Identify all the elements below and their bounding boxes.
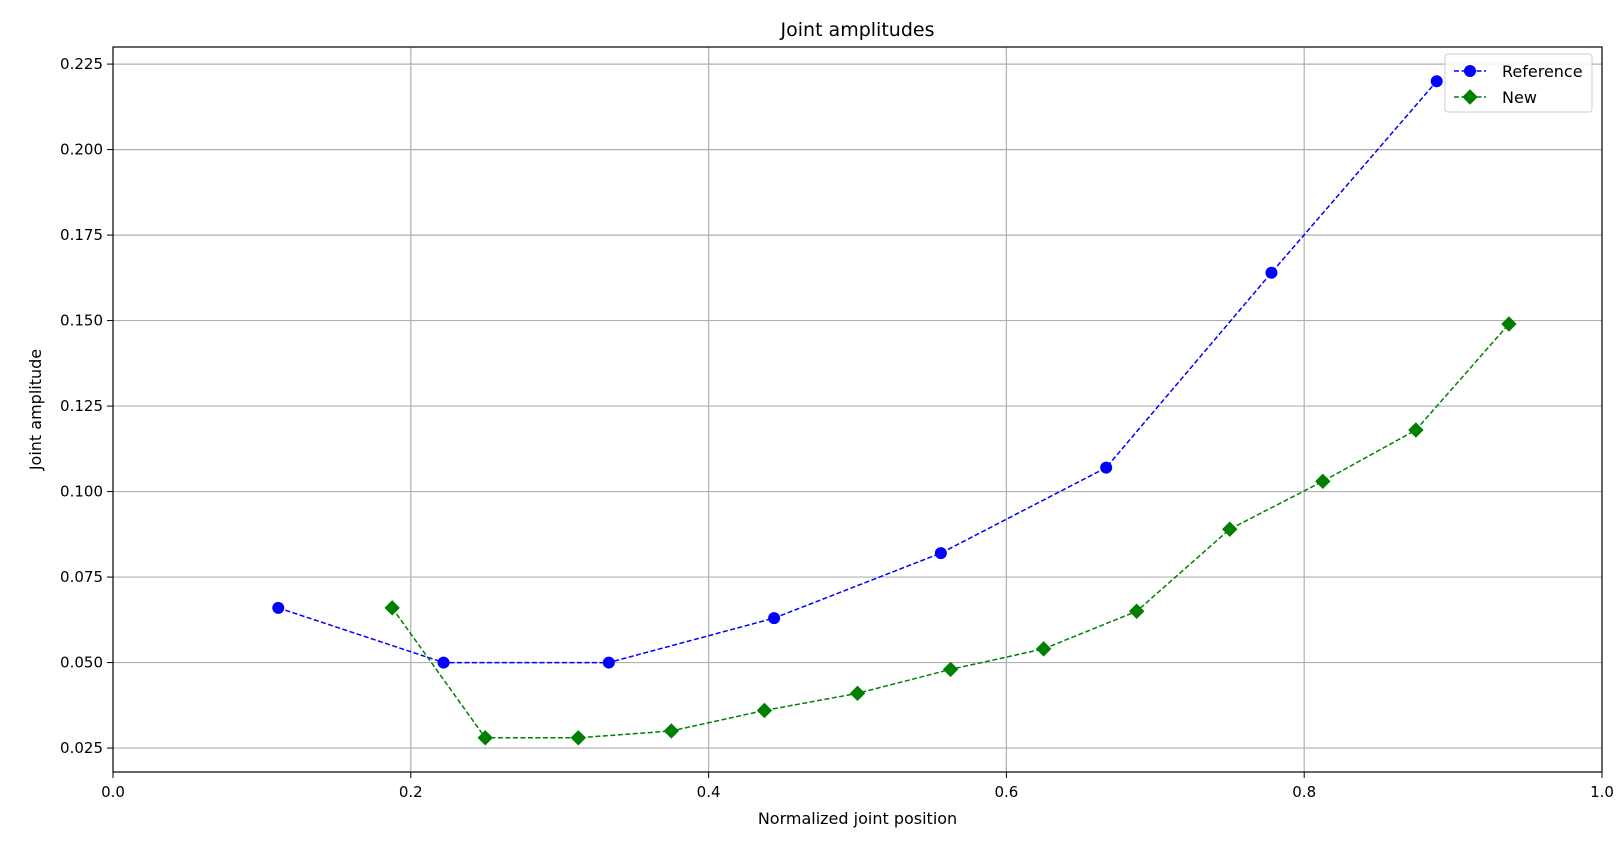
data-point-new: [942, 661, 959, 678]
y-tick-label: 0.150: [60, 312, 103, 330]
legend: Reference New: [1444, 53, 1593, 113]
y-tick-label: 0.200: [60, 141, 103, 159]
series-reference: [272, 75, 1443, 669]
data-point-reference: [768, 612, 781, 625]
legend-label-reference: Reference: [1502, 62, 1583, 81]
y-tick-label: 0.175: [60, 226, 103, 244]
data-point-reference: [1430, 75, 1443, 88]
data-point-reference: [437, 656, 450, 669]
y-tick-label: 0.075: [60, 568, 103, 586]
data-point-new: [1501, 316, 1517, 332]
data-point-new: [570, 730, 587, 746]
data-point-reference: [272, 601, 285, 614]
legend-label-new: New: [1502, 88, 1537, 107]
y-tick-label: 0.225: [60, 55, 103, 73]
chart-title: Joint amplitudes: [780, 19, 935, 41]
data-point-new: [849, 685, 866, 702]
data-point-new: [384, 600, 400, 616]
ticks: 0.0 0.2 0.4 0.6 0.8 1.0 0.025 0.050 0.075 0.100 0.…: [60, 55, 1614, 801]
data-point-new: [1128, 603, 1145, 619]
data-point-reference: [934, 547, 947, 560]
legend-box: [1444, 53, 1593, 113]
x-tick-label: 0.4: [697, 783, 721, 801]
legend-marker-reference: [1464, 65, 1476, 77]
data-point-reference: [1100, 461, 1113, 474]
grid: [113, 47, 1602, 772]
y-tick-label: 0.125: [60, 397, 103, 415]
x-tick-label: 0.2: [399, 783, 423, 801]
legend-marker-new: [1462, 89, 1478, 105]
y-tick-label: 0.050: [60, 654, 103, 672]
data-point-new: [1222, 521, 1238, 537]
series-new: [384, 316, 1517, 746]
series-line-reference: [278, 80, 1438, 664]
data-point-reference: [1265, 266, 1278, 279]
plot-area-frame: [112, 46, 1603, 773]
data-point-reference: [602, 656, 615, 669]
x-tick-label: 0.0: [101, 783, 125, 801]
x-tick-label: 0.6: [994, 783, 1018, 801]
data-point-new: [1315, 473, 1331, 490]
data-point-new: [477, 730, 493, 746]
data-point-new: [1035, 641, 1052, 657]
data-point-new: [756, 702, 773, 719]
y-tick-label: 0.100: [60, 483, 103, 501]
y-tick-label: 0.025: [60, 739, 103, 757]
x-axis-label: Normalized joint position: [758, 809, 957, 828]
data-point-new: [1408, 422, 1424, 438]
data-point-new: [663, 723, 680, 739]
series-layer: [272, 75, 1517, 746]
y-axis-label: Joint amplitude: [26, 349, 45, 471]
x-tick-label: 0.8: [1292, 783, 1316, 801]
x-tick-label: 1.0: [1590, 783, 1614, 801]
